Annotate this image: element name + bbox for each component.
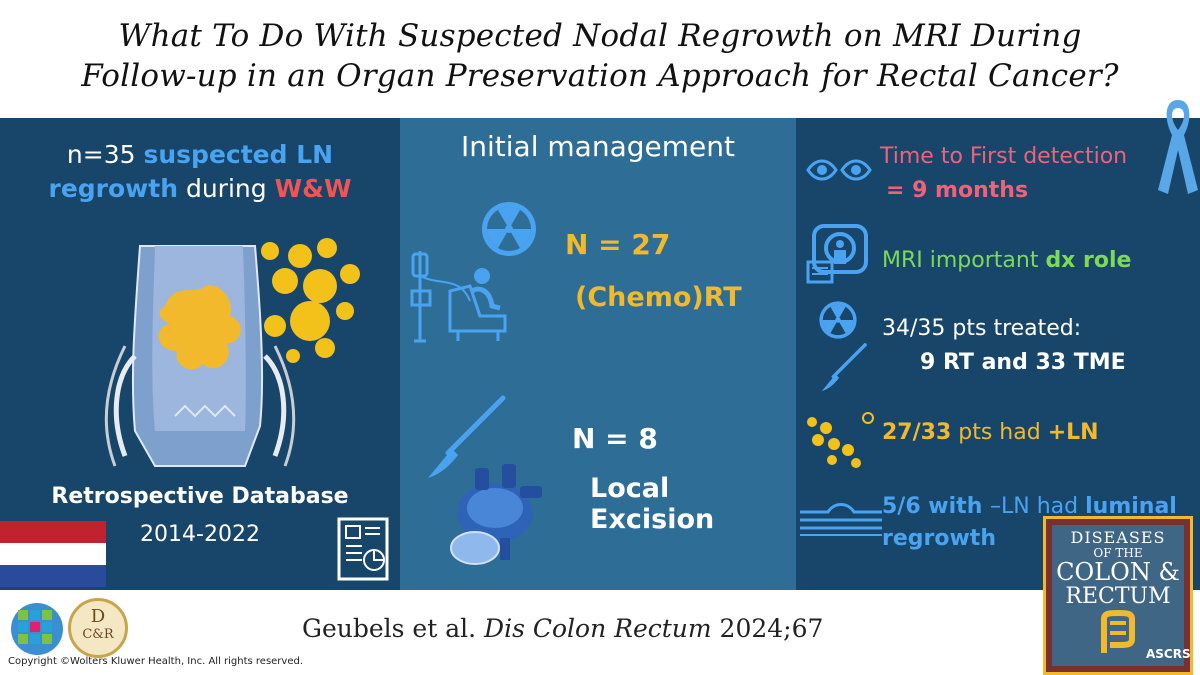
chemort-label: (Chemo)RT (575, 282, 742, 313)
chemotherapy-infusion-icon (410, 251, 507, 343)
dcr-badge-bottom: C&R (82, 627, 114, 642)
suspected-ln-text: suspected LN (143, 140, 334, 169)
header: What To Do With Suspected Nodal Regrowth… (0, 0, 1200, 118)
lymph-nodes-icon (807, 412, 874, 468)
luminal-line-2: regrowth (882, 526, 996, 551)
luminal-wall-icon (800, 503, 882, 536)
journal-logo-inner: DISEASES OF THE COLON & RECTUM ASCRS (1052, 525, 1191, 666)
initial-management-heading: Initial management (461, 130, 735, 163)
positive-ln-mid: pts had (951, 420, 1048, 445)
scalpel-small-icon (821, 343, 867, 392)
radiation-icon (482, 202, 536, 256)
mri-role-bold: dx role (1045, 248, 1132, 273)
citation-authors: Geubels et al. (302, 614, 485, 643)
positive-ln-ratio: 27/33 (882, 420, 952, 445)
copyright-text: Copyright ©Wolters Kluwer Health, Inc. A… (8, 656, 304, 667)
wolters-kluwer-logo-icon (11, 603, 63, 655)
colon-icon (1101, 609, 1135, 653)
scalpel-icon (428, 395, 506, 478)
mri-scanner-icon (806, 224, 868, 284)
luminal-prefix: 5/6 with (882, 494, 991, 519)
journal-logo-line3: COLON & (1056, 558, 1180, 586)
luminal-word: luminal (1085, 494, 1177, 519)
local-excision-device-icon (450, 464, 542, 565)
citation-year: 2024;67 (711, 614, 824, 643)
report-document-icon (337, 517, 389, 581)
title-line-1: What To Do With Suspected Nodal Regrowth… (118, 18, 1082, 54)
citation-journal: Dis Colon Rectum (484, 614, 712, 643)
netherlands-flag-icon (0, 521, 106, 587)
journal-logo-line4: RECTUM (1065, 584, 1171, 609)
journal-logo: DISEASES OF THE COLON & RECTUM ASCRS (1043, 516, 1193, 675)
detection-line-1: Time to First detection (880, 144, 1128, 169)
regrowth-text: regrowth (48, 174, 179, 203)
journal-logo-line1: DISEASES (1070, 528, 1166, 547)
awareness-ribbon-icon (1158, 100, 1198, 194)
treated-line-2: 9 RT and 33 TME (920, 350, 1126, 375)
database-label: Retrospective Database (51, 484, 349, 509)
database-years: 2014-2022 (140, 522, 260, 547)
ww-text: W&W (274, 174, 352, 203)
positive-ln-text: 27/33 pts had +LN (882, 420, 1099, 445)
mri-role-prefix: MRI important (882, 248, 1046, 273)
dcr-badge-top: D (90, 606, 106, 627)
radiation-small-icon (819, 301, 857, 339)
citation: Geubels et al. Dis Colon Rectum 2024;67 (302, 614, 823, 643)
local-excision-count: N = 8 (572, 422, 658, 455)
page-title: What To Do With Suspected Nodal Regrowth… (0, 16, 1200, 96)
local-excision-label: Local Excision (590, 473, 715, 535)
luminal-line-1: 5/6 with –LN had luminal (882, 494, 1177, 519)
detection-line-2: = 9 months (886, 178, 1029, 203)
positive-ln-label: +LN (1047, 420, 1099, 445)
middle-panel: Initial management N = 27 (Chemo)RT (400, 118, 796, 590)
luminal-neg-ln: –LN (990, 494, 1030, 519)
journal-logo-org: ASCRS (1146, 647, 1191, 661)
title-line-2: Follow-up in an Organ Preservation Appro… (81, 58, 1119, 94)
rectum-illustration-icon (104, 238, 360, 467)
journal-logo-line2: OF THE (1093, 546, 1143, 560)
chemort-count: N = 27 (565, 228, 671, 261)
cohort-count: n=35 (66, 140, 144, 169)
luminal-had: had (1029, 494, 1086, 519)
cohort-summary: n=35 suspected LN regrowth during W&W (0, 138, 400, 206)
left-panel: n=35 suspected LN regrowth during W&W Re… (0, 118, 400, 590)
mri-role-text: MRI important dx role (882, 248, 1131, 273)
dcr-badge: D C&R (68, 598, 128, 658)
during-text: during (178, 174, 275, 203)
treated-line-1: 34/35 pts treated: (882, 316, 1082, 341)
eyes-icon (806, 159, 872, 181)
footer: D C&R Geubels et al. Dis Colon Rectum 20… (0, 590, 1200, 675)
right-panel: Time to First detection = 9 months MRI i… (796, 100, 1200, 590)
